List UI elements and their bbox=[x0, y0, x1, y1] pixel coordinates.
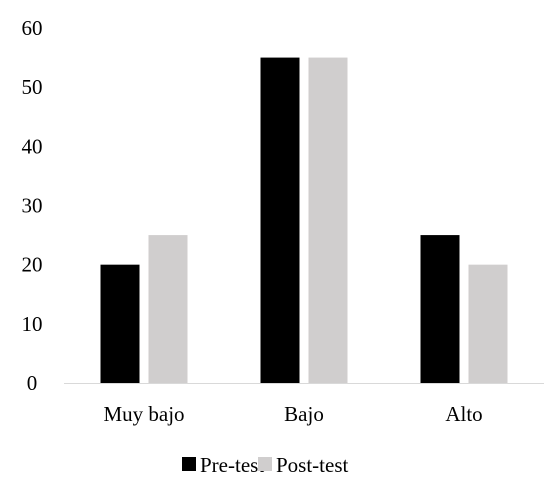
y-axis-tick-labels: 0 10 20 30 40 50 60 bbox=[22, 16, 43, 395]
x-axis-tick-labels: Muy bajo Bajo Alto bbox=[103, 402, 482, 426]
y-tick-label: 20 bbox=[22, 253, 43, 277]
y-tick-label: 40 bbox=[22, 134, 43, 158]
bar-pre-test-muy-bajo bbox=[100, 264, 140, 383]
legend-swatch-pre-test bbox=[182, 457, 196, 471]
y-tick-label: 50 bbox=[22, 75, 43, 99]
legend-item-pre-test: Pre-test bbox=[182, 453, 264, 477]
bar-post-test-muy-bajo bbox=[148, 235, 188, 383]
x-tick-label-muy-bajo: Muy bajo bbox=[103, 402, 184, 426]
y-tick-label: 30 bbox=[22, 194, 43, 218]
bar-post-test-alto bbox=[468, 264, 508, 383]
legend: Pre-test Post-test bbox=[182, 453, 349, 477]
y-tick-label: 60 bbox=[22, 16, 43, 40]
y-tick-label: 10 bbox=[22, 312, 43, 336]
bar-pre-test-bajo bbox=[260, 57, 300, 383]
x-tick-label-bajo: Bajo bbox=[284, 402, 324, 426]
bar-post-test-bajo bbox=[308, 57, 348, 383]
bar-pre-test-alto bbox=[420, 235, 460, 383]
y-tick-label: 0 bbox=[27, 371, 38, 395]
legend-label-pre-test: Pre-test bbox=[200, 453, 264, 477]
legend-label-post-test: Post-test bbox=[276, 453, 349, 477]
bar-group bbox=[100, 57, 508, 383]
x-tick-label-alto: Alto bbox=[445, 402, 482, 426]
legend-item-post-test: Post-test bbox=[258, 453, 349, 477]
legend-swatch-post-test bbox=[258, 457, 272, 471]
